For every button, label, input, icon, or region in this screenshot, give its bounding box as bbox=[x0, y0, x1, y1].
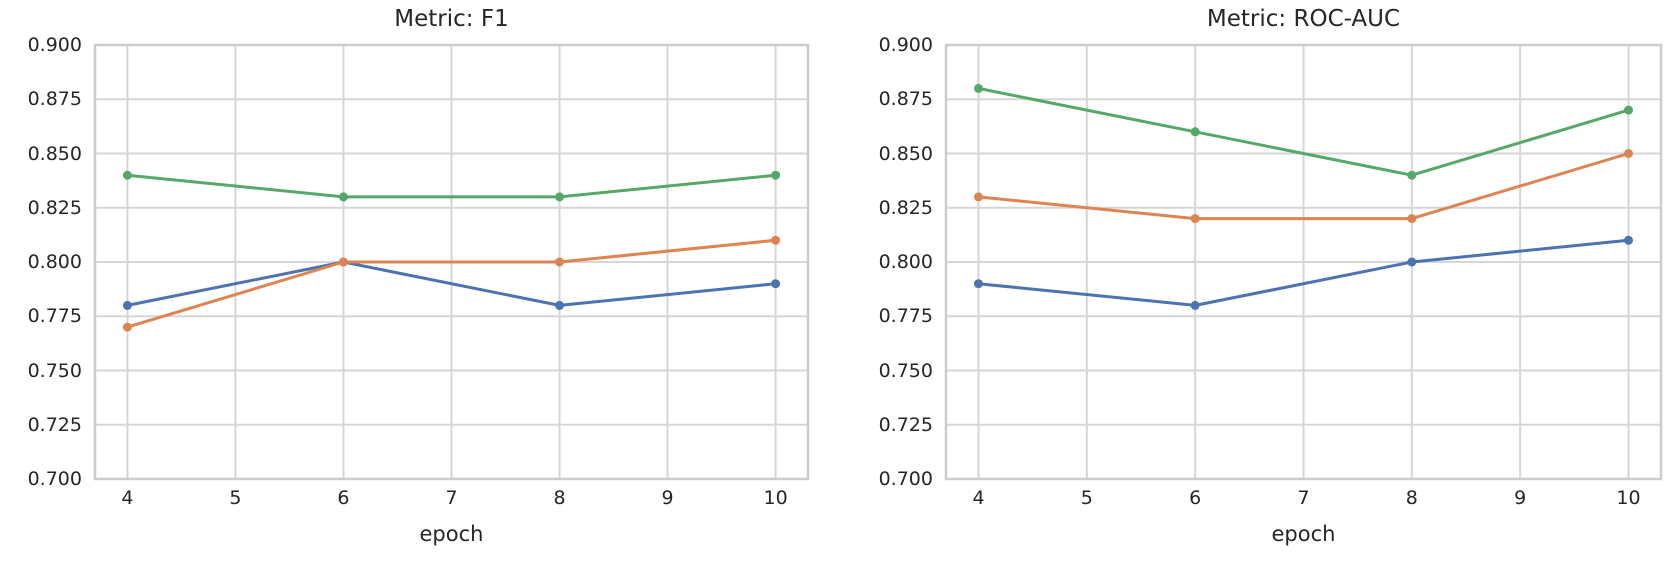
x-tick-label: 4 bbox=[121, 487, 134, 509]
plot-border bbox=[944, 43, 1663, 481]
marker-series-2-orange bbox=[771, 235, 781, 245]
y-tick-label: 0.825 bbox=[878, 196, 933, 219]
x-tick-label: 5 bbox=[1080, 487, 1093, 509]
x-tick-label: 4 bbox=[972, 487, 985, 509]
marker-series-1-blue bbox=[974, 279, 983, 289]
line-series-2-orange bbox=[125, 238, 778, 329]
chart-title: Metric: F1 bbox=[394, 6, 509, 32]
y-tick-label: 0.900 bbox=[27, 34, 82, 56]
marker-series-1-blue bbox=[1624, 235, 1633, 245]
marker-series-3-green bbox=[974, 83, 983, 93]
marker-series-1-blue bbox=[122, 300, 132, 310]
x-tick-label: 7 bbox=[445, 487, 458, 509]
marker-series-1-blue bbox=[1190, 300, 1200, 310]
plot-border bbox=[93, 43, 810, 481]
marker-series-2-orange bbox=[555, 257, 565, 267]
x-tick-label: 9 bbox=[661, 487, 674, 509]
y-tick-label: 0.850 bbox=[27, 142, 82, 165]
line-series-1-blue bbox=[977, 238, 1630, 307]
y-tick-label: 0.900 bbox=[878, 34, 933, 56]
y-tick-label: 0.725 bbox=[878, 413, 933, 436]
x-tick-label: 10 bbox=[1616, 487, 1641, 509]
line-series-3-green bbox=[977, 86, 1630, 177]
marker-series-1-blue bbox=[1407, 257, 1417, 267]
y-tick-label: 0.700 bbox=[878, 468, 933, 490]
line-series-3-green bbox=[125, 173, 778, 199]
x-tick-label: 8 bbox=[553, 487, 566, 509]
marker-series-1-blue bbox=[771, 279, 781, 289]
y-tick-label: 0.850 bbox=[878, 142, 933, 165]
x-tick-label: 6 bbox=[337, 487, 350, 509]
marker-series-3-green bbox=[122, 170, 132, 180]
x-tick-label: 5 bbox=[229, 487, 242, 509]
y-tick-label: 0.875 bbox=[27, 88, 82, 111]
y-tick-label: 0.775 bbox=[878, 305, 933, 328]
marker-series-2-orange bbox=[974, 192, 983, 202]
chart-title: Metric: ROC-AUC bbox=[1206, 6, 1401, 32]
y-tick-label: 0.725 bbox=[27, 413, 82, 436]
line-series-1-blue bbox=[125, 260, 778, 307]
x-tick-label: 8 bbox=[1405, 487, 1418, 509]
marker-series-3-green bbox=[1190, 127, 1200, 137]
line-series-2-orange bbox=[977, 152, 1630, 221]
marker-series-3-green bbox=[555, 192, 565, 202]
marker-series-2-orange bbox=[1407, 214, 1417, 224]
marker-series-3-green bbox=[338, 192, 348, 202]
marker-series-2-orange bbox=[1624, 149, 1633, 158]
x-tick-label: 7 bbox=[1297, 487, 1310, 509]
y-tick-label: 0.800 bbox=[27, 251, 82, 273]
y-tick-label: 0.875 bbox=[878, 88, 933, 111]
y-tick-label: 0.750 bbox=[27, 359, 82, 382]
marker-series-3-green bbox=[771, 170, 781, 180]
x-axis-label: epoch bbox=[1271, 522, 1336, 546]
y-tick-label: 0.750 bbox=[878, 359, 933, 382]
marker-series-3-green bbox=[1624, 105, 1633, 115]
marker-series-2-orange bbox=[122, 322, 132, 332]
y-tick-label: 0.825 bbox=[27, 196, 82, 219]
x-tick-label: 6 bbox=[1189, 487, 1202, 509]
y-tick-label: 0.700 bbox=[27, 468, 82, 490]
y-tick-label: 0.800 bbox=[878, 251, 933, 273]
y-tick-label: 0.775 bbox=[27, 305, 82, 328]
x-tick-label: 10 bbox=[763, 487, 788, 509]
plot-area bbox=[944, 43, 1663, 481]
x-tick-label: 9 bbox=[1514, 487, 1527, 509]
x-axis-label: epoch bbox=[419, 522, 484, 546]
plot-area bbox=[93, 43, 810, 481]
marker-series-2-orange bbox=[338, 257, 348, 267]
marker-series-2-orange bbox=[1190, 214, 1200, 224]
marker-series-1-blue bbox=[555, 300, 565, 310]
marker-series-3-green bbox=[1407, 170, 1417, 180]
